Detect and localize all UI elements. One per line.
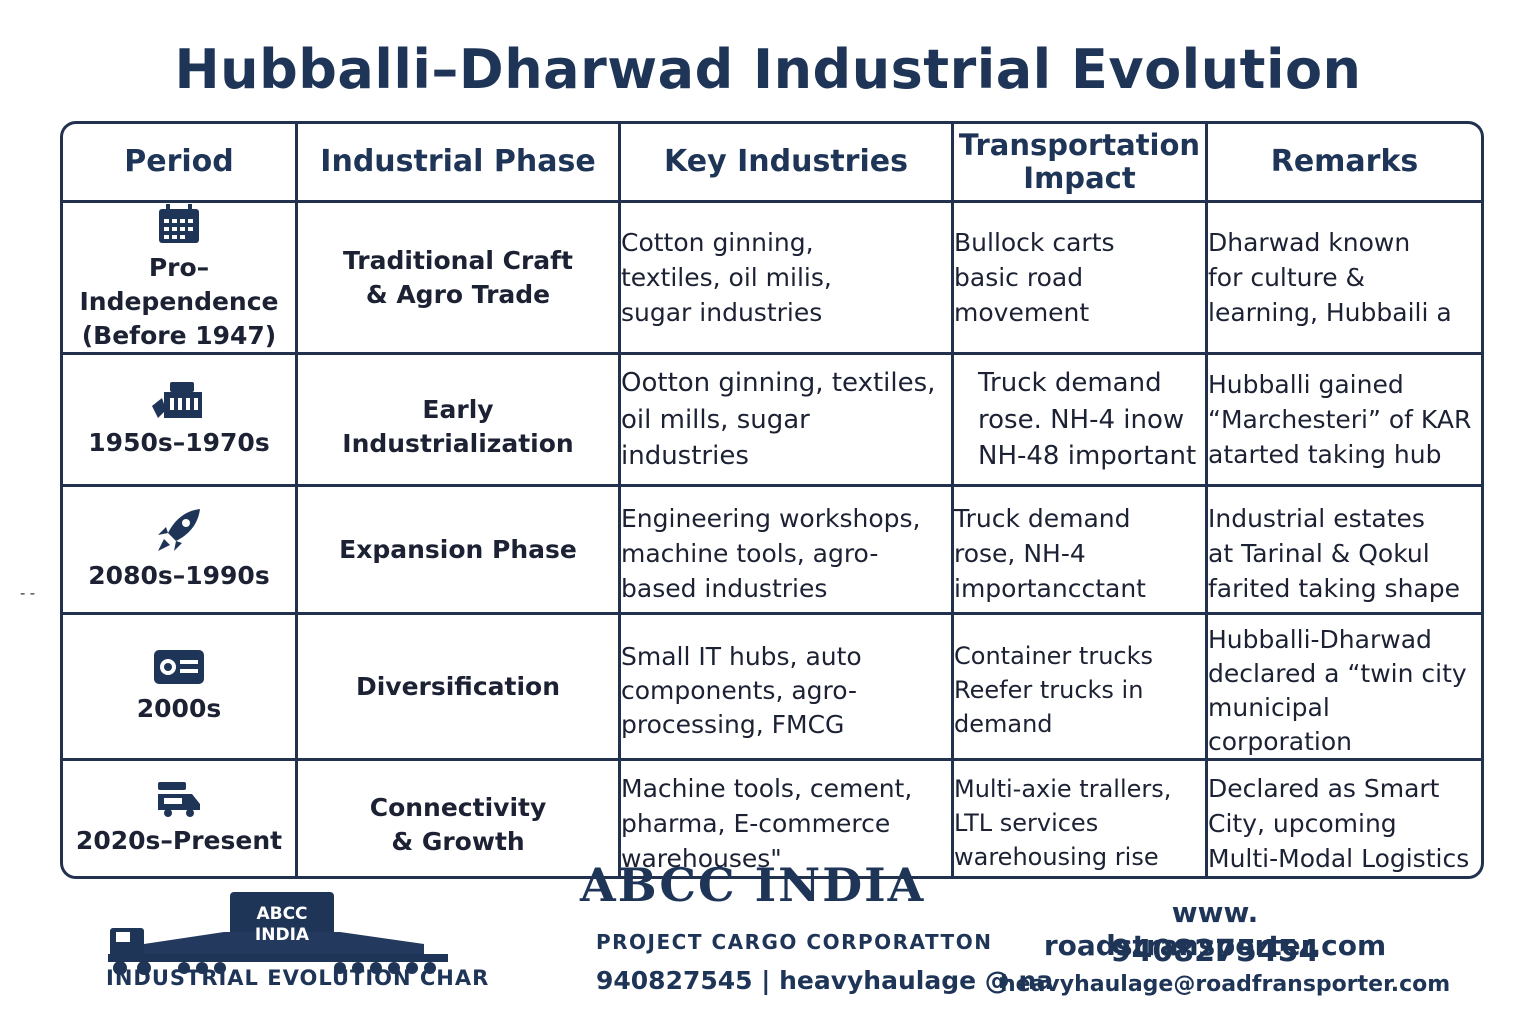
brand-contact: 940827545 | heavyhaulage @ na — [596, 966, 1054, 995]
transport-cell: Truck demand rose. NH-4 inow NH-48 impor… — [954, 355, 1208, 488]
remarks-cell: Dharwad known for culture & learning, Hu… — [1208, 203, 1481, 356]
logo-text-india: INDIA — [255, 925, 310, 945]
brand-name: ABCC INDIA — [580, 858, 926, 912]
header-remarks: Remarks — [1208, 124, 1481, 203]
remarks-cell: Hubballi gained “Marchesteri” of KAR ata… — [1208, 355, 1481, 488]
remarks-cell: Hubballi-Dharwad declared a “twin city m… — [1208, 615, 1481, 762]
abcc-india-truck-logo: ABCC INDIA — [108, 892, 448, 975]
phase-cell: Connectivity & Growth — [298, 761, 621, 877]
evolution-table: Period Industrial Phase Key Industries T… — [60, 121, 1484, 880]
website-link[interactable]: www. roadstransporter.com — [1043, 896, 1387, 962]
period-cell: 2080s–1990s — [63, 487, 298, 616]
industries-cell: Machine tools, cement, pharma, E-commerc… — [621, 761, 954, 877]
brand-subtitle: PROJECT CARGO CORPORATTON — [596, 930, 993, 954]
header-industrial-phase: Industrial Phase — [298, 124, 621, 203]
remarks-cell: Industrial estates at Tarinal & Qokul fa… — [1208, 487, 1481, 616]
side-mark: - - — [20, 585, 36, 602]
header-key-industries: Key Industries — [621, 124, 954, 203]
period-label: 2000s — [136, 693, 222, 723]
table-row: 2080s–1990s Expansion Phase Engineering … — [63, 487, 1481, 616]
period-label: 2020s–Present — [75, 825, 283, 855]
table-row: 1950s–1970s Early Industrialization Oott… — [63, 355, 1481, 488]
period-cell: 2020s–Present — [63, 761, 298, 877]
transport-cell: Truck demand rose, NH-4 importancctant — [954, 487, 1208, 616]
phase-cell: Traditional Craft & Agro Trade — [298, 203, 621, 356]
phase-cell: Diversification — [298, 615, 621, 762]
phase-cell: Expansion Phase — [298, 487, 621, 616]
header-transportation-impact: Transportation Impact — [954, 124, 1208, 203]
period-label: Pro–Independence (Before 1947) — [79, 253, 279, 350]
transport-cell: Multi-axie trallers, LTL services wareho… — [954, 761, 1208, 877]
industries-cell: Cotton ginning, textiles, oil milis, sug… — [621, 203, 954, 356]
page-title: Hubballi–Dharwad Industrial Evolution — [174, 38, 1362, 101]
transport-cell: Container trucks Reefer trucks in demand — [954, 615, 1208, 762]
truck-icon — [158, 781, 200, 817]
table-row: 2020s–Present Connectivity & Growth Mach… — [63, 761, 1481, 877]
period-cell: 2000s — [63, 615, 298, 762]
logo-text-abcc: ABCC — [256, 904, 307, 924]
period-cell: 1950s–1970s — [63, 355, 298, 488]
table-row: 2000s Diversification Small IT hubs, aut… — [63, 615, 1481, 762]
period-label: 2080s–1990s — [88, 560, 270, 590]
logo-caption: INDUSTRIAL EVOLUTION CHAR — [106, 966, 490, 990]
period-cell: Pro–Independence (Before 1947) — [63, 203, 298, 356]
table-header-row: Period Industrial Phase Key Industries T… — [63, 124, 1481, 203]
industries-cell: Ootton ginning, textiles, oil mills, sug… — [621, 355, 954, 488]
email-link[interactable]: heavyhaulage@roadfransporter.com — [1000, 972, 1451, 997]
phase-cell: Early Industrialization — [298, 355, 621, 488]
industries-cell: Small IT hubs, auto components, agro- pr… — [621, 615, 954, 762]
period-label: 1950s–1970s — [88, 427, 270, 457]
factory-icon — [152, 381, 202, 418]
rocket-icon — [158, 508, 200, 551]
id-card-icon — [154, 649, 204, 684]
header-period: Period — [63, 124, 298, 203]
industries-cell: Engineering workshops, machine tools, ag… — [621, 487, 954, 616]
calendar-icon — [159, 204, 199, 243]
transport-cell: Bullock carts basic road movement — [954, 203, 1208, 356]
phone-number: 9408275454 — [1110, 934, 1320, 969]
table-row: Pro–Independence (Before 1947) Tradition… — [63, 203, 1481, 356]
remarks-cell: Declared as Smart City, upcoming Multi-M… — [1208, 774, 1470, 874]
